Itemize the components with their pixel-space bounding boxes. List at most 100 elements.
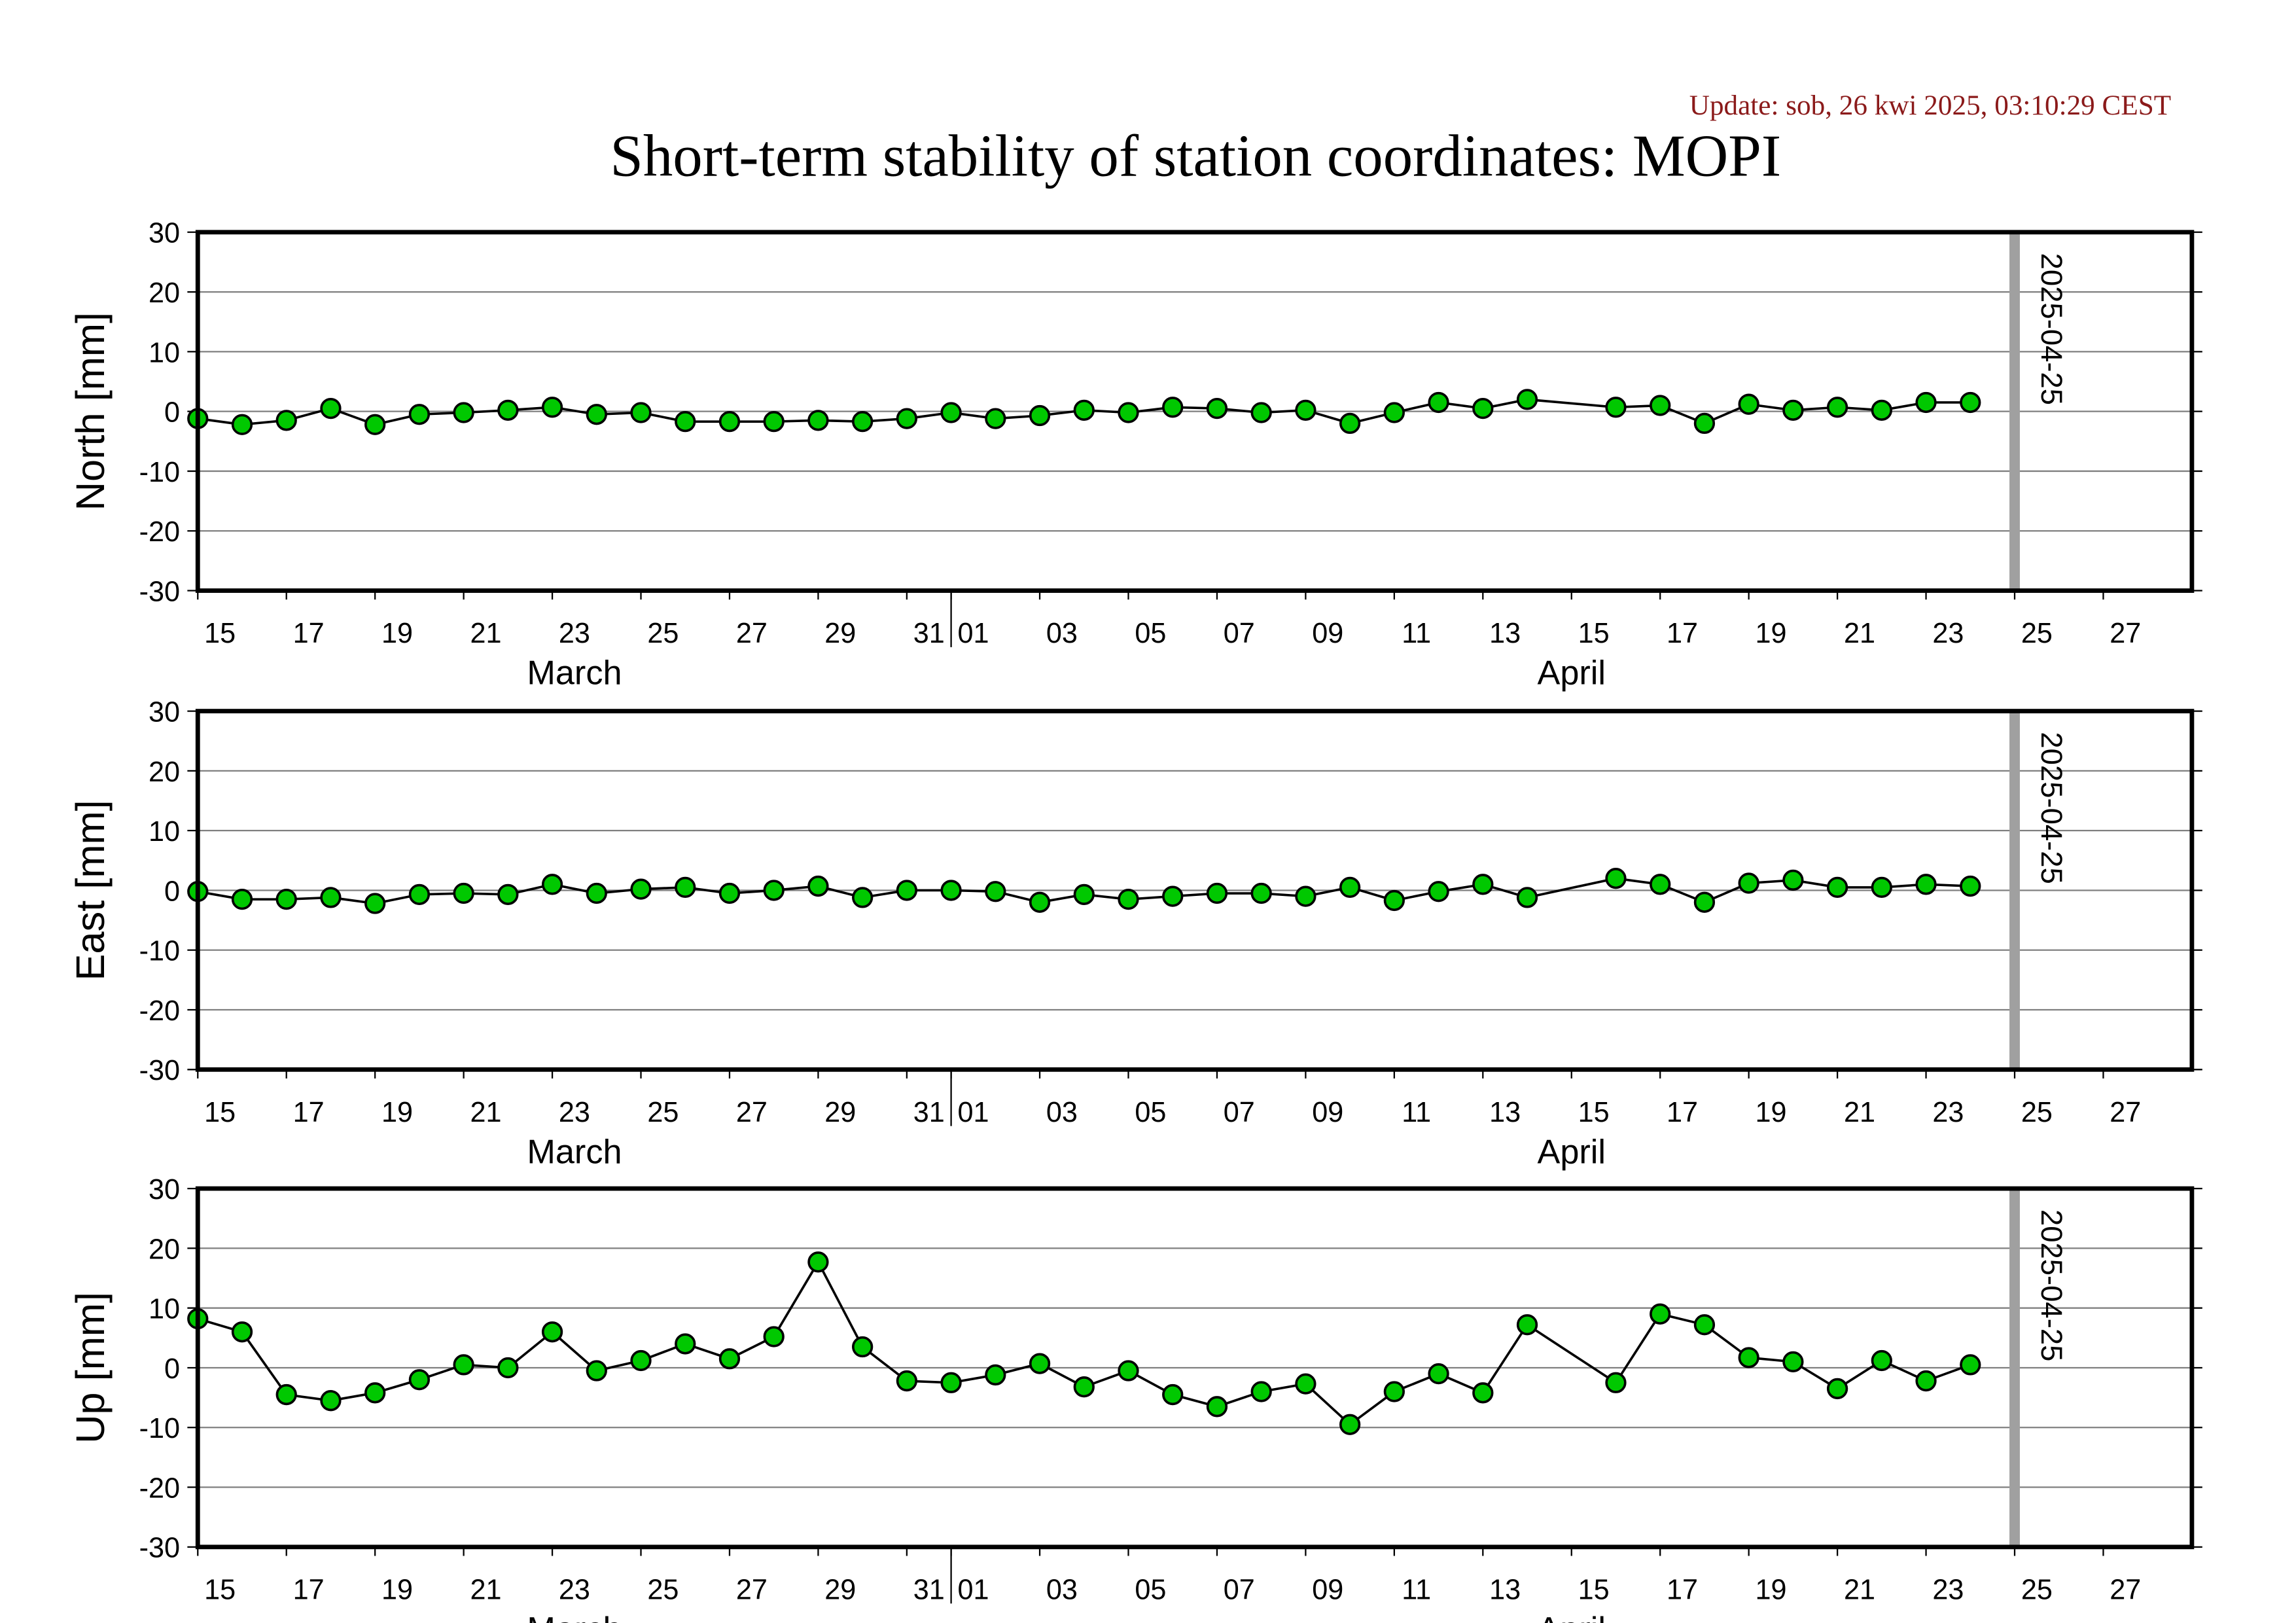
data-point (985, 881, 1006, 902)
x-tick-label: 23 (559, 1097, 590, 1128)
y-tick-label: 20 (149, 277, 180, 309)
data-point (1915, 874, 1937, 895)
y-tick-label: 30 (149, 697, 180, 728)
data-point (763, 1326, 785, 1347)
x-tick-label: 15 (1578, 1097, 1610, 1128)
data-point (1693, 891, 1716, 913)
data-point (408, 883, 431, 905)
y-tick-label: 30 (149, 218, 180, 249)
data-point (1162, 885, 1184, 907)
x-tick-label: 11 (1402, 618, 1431, 649)
data-point (541, 397, 563, 418)
x-tick-label: 27 (736, 1097, 768, 1128)
y-tick-label: 0 (164, 876, 180, 907)
data-point (630, 402, 652, 423)
chart-title: Short-term stability of station coordina… (610, 122, 1781, 188)
x-tick-label: 21 (1844, 618, 1875, 649)
data-point (1782, 869, 1804, 891)
data-point (852, 411, 874, 433)
data-point (1250, 882, 1272, 904)
data-point (364, 414, 386, 435)
x-tick-label: 27 (2110, 1097, 2141, 1128)
x-tick-label: 05 (1135, 1097, 1166, 1128)
data-point (453, 882, 474, 904)
plot-frame (195, 709, 2195, 1072)
data-point (586, 882, 607, 904)
data-point (1472, 874, 1494, 895)
data-point (1073, 1376, 1095, 1398)
data-point (1871, 1349, 1892, 1372)
x-tick-label: 05 (1135, 1574, 1166, 1605)
data-point (940, 1372, 962, 1393)
data-point (807, 1251, 829, 1273)
data-point (1295, 399, 1316, 421)
x-tick-label: 13 (1489, 1097, 1521, 1128)
data-point (408, 1369, 431, 1391)
x-tick-label: 17 (1667, 1574, 1698, 1605)
data-point (1960, 1354, 1981, 1376)
data-point (630, 1349, 652, 1372)
data-point (1029, 1353, 1051, 1374)
y-tick-label: 20 (149, 1234, 180, 1265)
x-tick-label: 23 (559, 618, 590, 649)
data-point (1295, 885, 1316, 907)
data-point (1693, 1314, 1716, 1336)
data-point (320, 397, 342, 419)
data-point (1650, 874, 1671, 895)
month-label: April (1537, 1133, 1606, 1171)
data-point (1915, 1370, 1937, 1392)
data-point (718, 882, 741, 904)
x-tick-label: 17 (293, 618, 325, 649)
data-point (1073, 883, 1095, 905)
data-point (675, 411, 696, 433)
x-tick-label: 23 (1932, 1097, 1964, 1128)
data-point (1915, 391, 1937, 414)
data-point (1428, 391, 1449, 414)
data-point (1383, 1381, 1405, 1402)
data-point (763, 411, 785, 433)
x-tick-label: 07 (1224, 618, 1255, 649)
data-point (1693, 412, 1716, 435)
x-tick-label: 01 (957, 1097, 989, 1128)
data-point (1826, 876, 1848, 899)
series-line (197, 877, 1971, 905)
data-point (1206, 397, 1228, 419)
data-point (630, 878, 652, 900)
x-tick-label: 13 (1489, 1574, 1521, 1605)
data-point (364, 1382, 386, 1404)
x-tick-label: 03 (1046, 1574, 1078, 1605)
y-tick-label: 20 (149, 757, 180, 788)
y-tick-label: 10 (149, 816, 180, 847)
data-point (1605, 868, 1627, 889)
x-tick-label: 01 (957, 618, 989, 649)
data-point (1428, 1363, 1449, 1385)
data-point (1162, 397, 1184, 418)
x-tick-label: 27 (736, 1574, 768, 1605)
y-tick-label: 10 (149, 1294, 180, 1325)
x-tick-label: 21 (470, 618, 501, 649)
x-tick-label: 31 (913, 1097, 945, 1128)
data-point (1029, 891, 1051, 913)
plot-frame (195, 230, 2195, 593)
data-point (1118, 1360, 1139, 1382)
data-point (852, 1336, 874, 1358)
month-label: March (527, 654, 622, 692)
data-point (1650, 395, 1671, 416)
x-tick-label: 31 (913, 618, 945, 649)
x-tick-label: 09 (1312, 1574, 1343, 1605)
data-point (1339, 876, 1361, 899)
x-tick-label: 17 (1667, 618, 1698, 649)
data-point (675, 1333, 696, 1355)
x-tick-label: 27 (2110, 1574, 2141, 1605)
data-point (320, 1390, 342, 1412)
data-point (1516, 1314, 1538, 1336)
data-point (1738, 1347, 1759, 1368)
month-label: March (527, 1611, 622, 1623)
data-point (985, 408, 1006, 429)
y-tick-label: -20 (139, 995, 180, 1027)
data-point (275, 410, 297, 431)
month-label: March (527, 1133, 622, 1171)
data-point (940, 402, 962, 423)
data-point (1960, 391, 1981, 414)
